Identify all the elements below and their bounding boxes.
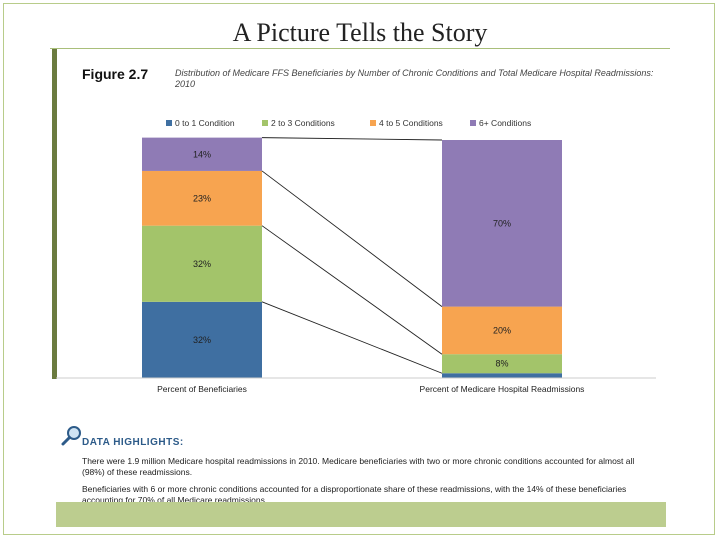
bar-segment [142,301,262,378]
connector-line [261,170,443,307]
legend-swatch [470,120,476,126]
bar-segment [142,137,262,171]
category-label: Percent of Medicare Hospital Readmission… [420,384,585,394]
highlights-paragraph-2: Beneficiaries with 6 or more chronic con… [82,484,627,505]
accent-bar [52,49,57,379]
bar-segment [442,373,562,378]
figure-caption: Distribution of Medicare FFS Beneficiari… [175,68,654,89]
data-label: 14% [193,149,211,159]
highlights-paragraph-1: There were 1.9 million Medicare hospital… [82,456,635,477]
figure-label: Figure 2.7 [82,66,149,82]
legend-swatch [370,120,376,126]
legend-label: 0 to 1 Condition [175,118,235,128]
bar-segment [442,306,562,355]
data-label: 23% [193,193,211,203]
legend-swatch [166,120,172,126]
bar-segment [142,170,262,226]
data-label: 32% [193,335,211,345]
connector-line [261,137,443,141]
connector-line [261,301,443,374]
legend-label: 6+ Conditions [479,118,531,128]
category-label: Percent of Beneficiaries [157,384,247,394]
connector-line [261,225,443,355]
data-label: 32% [193,259,211,269]
magnifier-icon [61,426,81,446]
data-label: 70% [493,218,511,228]
slide-frame [3,3,715,535]
bar-segment [442,354,562,374]
bar-segment [442,140,562,307]
footer-bar [56,502,666,527]
legend-label: 2 to 3 Conditions [271,118,335,128]
legend-label: 4 to 5 Conditions [379,118,443,128]
data-label: 8% [495,359,508,369]
highlights-title: DATA HIGHLIGHTS: [82,437,184,448]
bar-segment [142,225,262,302]
title-divider [50,48,670,49]
legend-swatch [262,120,268,126]
slide-title: A Picture Tells the Story [232,18,488,47]
stacked-bar-chart: 0 to 1 Condition 2 to 3 Conditions 4 to 5 … [56,118,656,394]
data-label: 20% [493,325,511,335]
